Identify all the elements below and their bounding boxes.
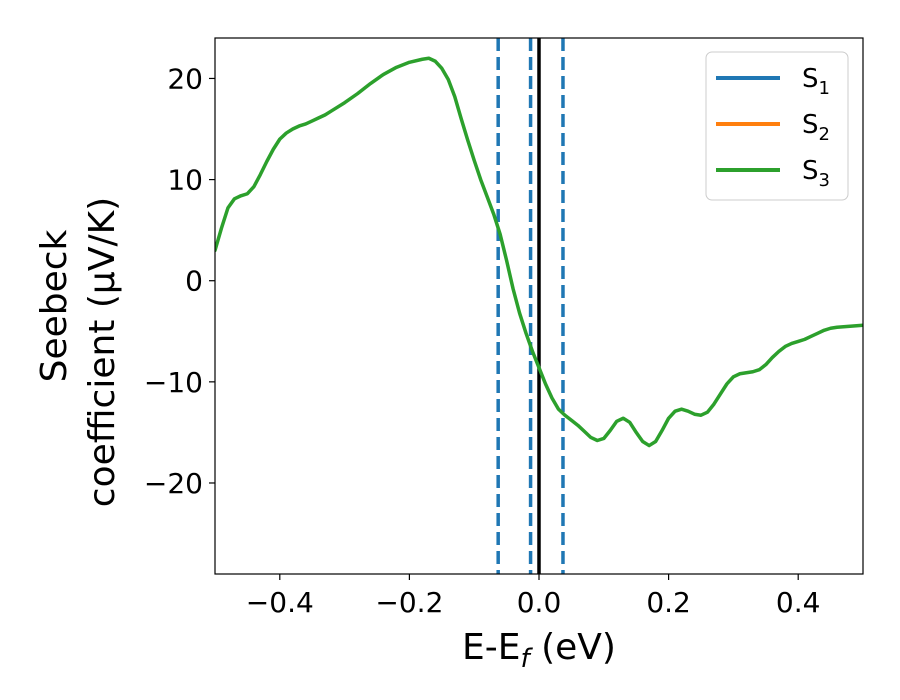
x-tick-label-0: −0.4 [246, 586, 314, 619]
y-axis-title-line2: coefficient (μV/K) [82, 197, 123, 507]
series-line-s3 [215, 56, 863, 448]
y-tick-label-3: −10 [144, 366, 203, 399]
y-tick-label-2: 0 [185, 265, 203, 298]
x-axis-title: E-Ef (eV) [462, 627, 616, 674]
y-tick-label-0: 20 [167, 62, 203, 95]
y-axis-ticks: 20 10 0 −10 −20 [144, 62, 215, 500]
y-axis-title-line1: Seebeck [34, 229, 75, 382]
series-lines [215, 56, 863, 448]
legend-label-s3: S3 [802, 156, 830, 191]
x-tick-label-4: 0.4 [776, 586, 821, 619]
reference-lines [496, 38, 565, 574]
legend-label-s2: S2 [802, 110, 830, 145]
x-tick-label-1: −0.2 [375, 586, 443, 619]
x-tick-label-3: 0.2 [646, 586, 691, 619]
legend: S1 S2 S3 [705, 51, 849, 201]
x-tick-label-2: 0.0 [517, 586, 562, 619]
y-tick-label-4: −20 [144, 467, 203, 500]
x-axis-ticks: −0.4 −0.2 0.0 0.2 0.4 [246, 574, 821, 619]
y-tick-label-1: 10 [167, 164, 203, 197]
legend-label-s1: S1 [802, 64, 830, 99]
